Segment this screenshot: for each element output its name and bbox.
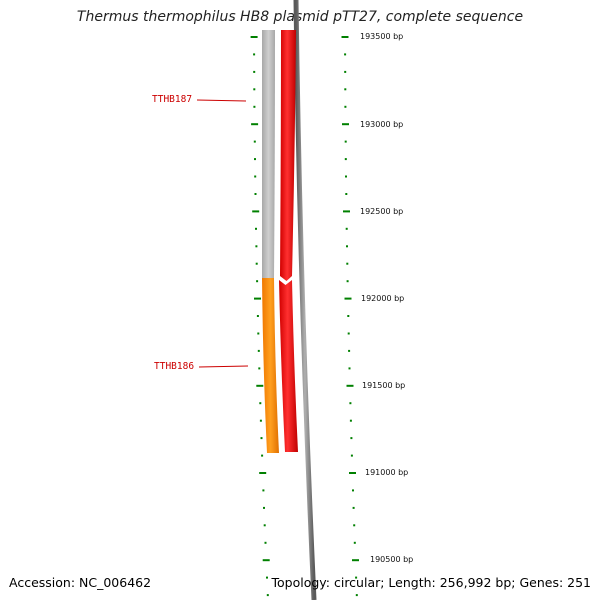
inner-tick-191000 <box>259 472 267 474</box>
outer-tick-192700 <box>345 175 347 178</box>
inner-tick-193400 <box>253 53 256 56</box>
inner-tick-191300 <box>259 419 262 422</box>
inner-tick-192400 <box>255 227 257 230</box>
outer-tick-191800 <box>347 332 350 335</box>
accession-text: Accession: NC_006462 <box>9 575 152 590</box>
outer-tick-190900 <box>352 489 354 492</box>
inner-tick-192800 <box>254 158 256 161</box>
red-feature-lower <box>279 280 298 452</box>
inner-tick-191900 <box>256 315 259 317</box>
inner-tick-191400 <box>259 402 262 405</box>
outer-tick-192600 <box>345 193 348 195</box>
plasmid-backbone <box>293 0 317 600</box>
tick-label-191000: 191000 bp <box>365 468 408 477</box>
outer-tick-190500 <box>352 559 359 562</box>
inner-tick-193100 <box>253 105 256 108</box>
outer-tick-191200 <box>350 437 353 440</box>
inner-tick-191200 <box>260 437 263 440</box>
page-title: Thermus thermophilus HB8 plasmid pTT27, … <box>76 9 524 25</box>
outer-tick-190600 <box>353 541 356 544</box>
outer-tick-192800 <box>344 158 347 161</box>
outer-tick-191100 <box>350 454 353 457</box>
inner-tick-193200 <box>253 88 256 91</box>
inner-tick-190400 <box>266 576 268 579</box>
inner-tick-193300 <box>253 70 256 73</box>
tick-label-193500: 193500 bp <box>360 32 403 41</box>
outer-tick-192200 <box>346 262 349 265</box>
red-feature-upper <box>280 30 296 281</box>
outer-tick-192400 <box>345 227 348 230</box>
inner-tick-190900 <box>262 489 265 492</box>
inner-tick-191100 <box>261 454 264 457</box>
tick-label-191500: 191500 bp <box>362 381 405 390</box>
inner-tick-190700 <box>263 524 266 527</box>
outer-tick-192100 <box>346 280 349 283</box>
gene-label-line-tthb186 <box>198 365 249 368</box>
tick-label-192500: 192500 bp <box>360 207 403 216</box>
gene-label-tthb186: TTHB186 <box>154 361 194 372</box>
inner-tick-193000 <box>251 123 259 126</box>
inner-tick-192100 <box>256 280 259 283</box>
inner-tick-190300 <box>266 594 269 597</box>
gene-tthb187-arc <box>262 30 275 278</box>
outer-tick-191300 <box>349 419 352 422</box>
outer-tick-190700 <box>353 524 356 527</box>
topology-summary: Topology: circular; Length: 256,992 bp; … <box>271 575 592 590</box>
outer-tick-191500 <box>346 384 354 387</box>
gene-label-line-tthb187 <box>196 99 247 102</box>
inner-tick-192700 <box>254 175 257 178</box>
inner-tick-190500 <box>262 559 270 562</box>
inner-tick-191600 <box>258 367 261 370</box>
outer-tick-193000 <box>342 123 349 126</box>
outer-tick-192500 <box>343 210 350 213</box>
inner-tick-190800 <box>263 506 265 509</box>
outer-tick-191000 <box>349 472 356 474</box>
outer-tick-191600 <box>348 367 351 370</box>
inner-tick-191800 <box>257 332 260 335</box>
inner-tick-192000 <box>254 297 261 300</box>
inner-tick-192900 <box>253 140 256 143</box>
outer-tick-190300 <box>355 594 358 597</box>
inner-tick-192500 <box>252 210 260 213</box>
outer-tick-190400 <box>355 576 358 579</box>
inner-tick-193500 <box>250 36 258 38</box>
gene-label-tthb187: TTHB187 <box>152 94 192 105</box>
inner-tick-192200 <box>255 262 258 265</box>
outer-tick-191900 <box>347 315 350 317</box>
outer-tick-193500 <box>341 36 349 38</box>
outer-tick-193200 <box>344 88 347 91</box>
outer-tick-192000 <box>344 297 352 300</box>
outer-tick-193400 <box>344 53 347 56</box>
inner-tick-191700 <box>257 349 260 352</box>
inner-tick-191500 <box>256 384 264 387</box>
outer-tick-191700 <box>348 349 351 352</box>
outer-tick-marks <box>341 36 359 597</box>
gene-tthb186-arc <box>262 278 279 453</box>
tick-label-190500: 190500 bp <box>370 555 413 564</box>
outer-tick-191400 <box>349 402 352 405</box>
inner-tick-192300 <box>255 245 258 248</box>
outer-tick-193100 <box>344 105 347 108</box>
tick-label-192000: 192000 bp <box>361 294 404 303</box>
inner-tick-190600 <box>264 541 267 544</box>
outer-tick-192300 <box>346 245 348 248</box>
tick-label-193000: 193000 bp <box>360 120 403 129</box>
outer-tick-193300 <box>344 70 347 73</box>
outer-tick-190800 <box>352 506 355 509</box>
outer-tick-192900 <box>344 140 347 143</box>
inner-tick-192600 <box>254 193 257 195</box>
inner-tick-marks <box>250 36 270 597</box>
